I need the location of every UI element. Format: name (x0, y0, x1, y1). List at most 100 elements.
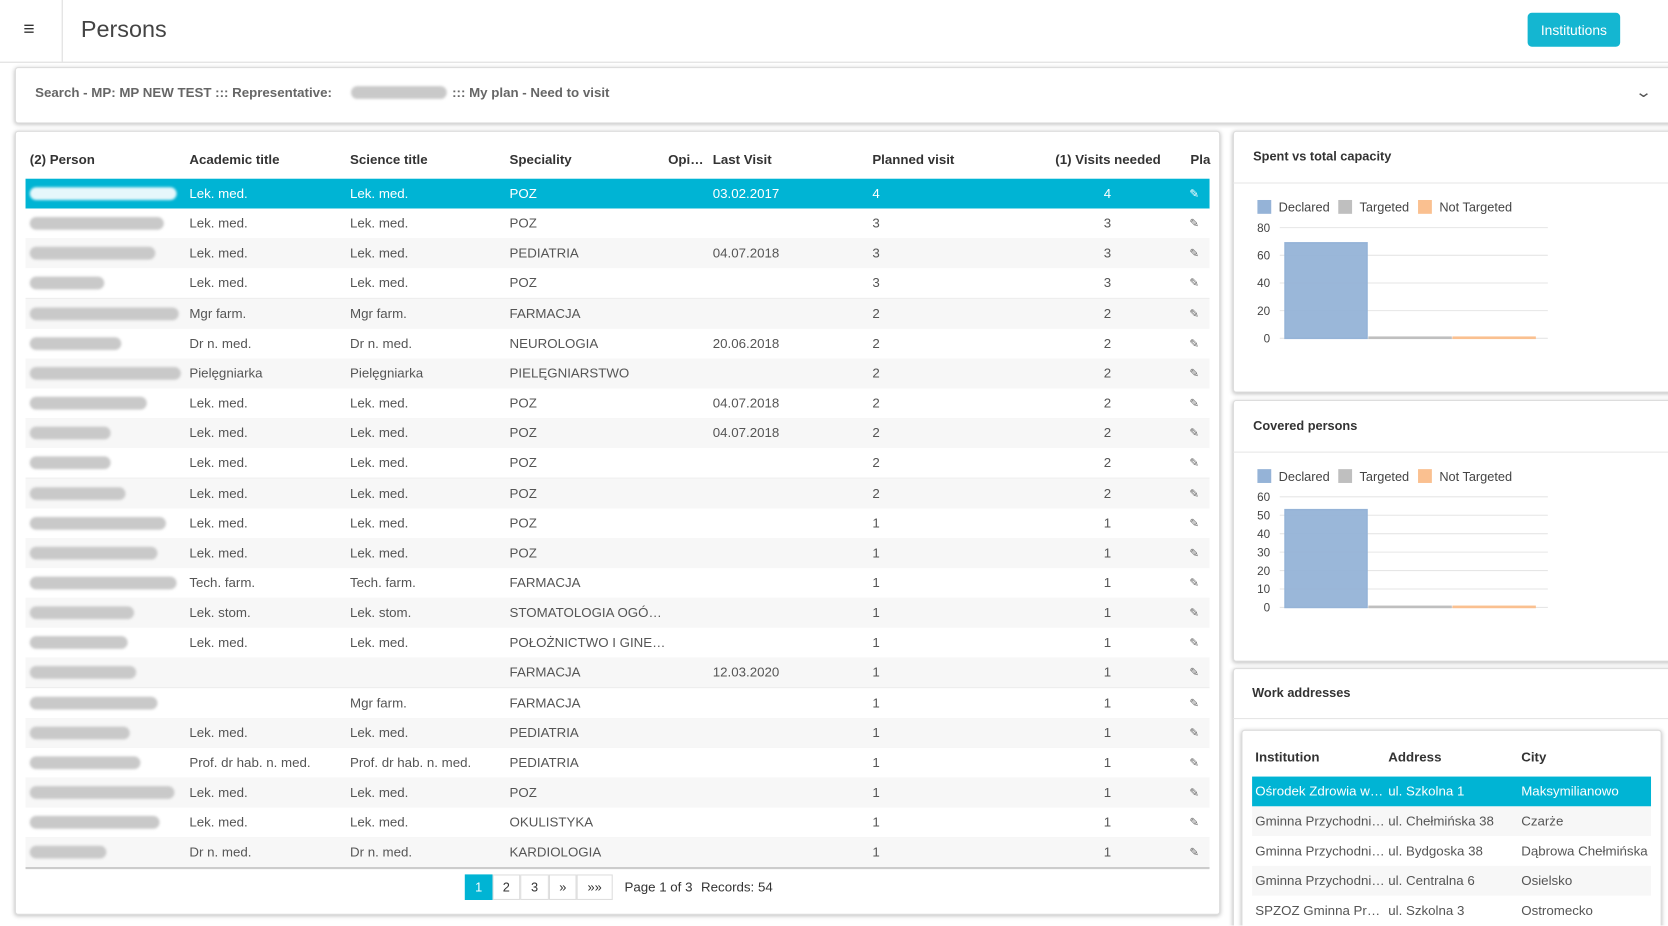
column-header[interactable]: Address (1388, 749, 1442, 765)
bar (1452, 336, 1536, 340)
edit-icon[interactable]: ✎ (1189, 547, 1200, 560)
column-header[interactable]: Pla (1190, 152, 1211, 168)
edit-icon[interactable]: ✎ (1189, 606, 1200, 620)
table-cell: Lek. med. (189, 216, 248, 231)
table-cell: Dr n. med. (189, 844, 252, 860)
table-cell: 4 (872, 186, 880, 202)
page-button[interactable]: 1 (464, 874, 493, 900)
table-row[interactable] (25, 657, 1210, 689)
table-row[interactable] (25, 687, 1210, 719)
edit-icon[interactable]: ✎ (1189, 577, 1200, 590)
chevron[interactable]: ⌄ (1634, 82, 1653, 100)
edit-icon[interactable]: ✎ (1189, 487, 1200, 500)
table-row[interactable] (1252, 806, 1652, 837)
table-cell: 1 (1103, 575, 1112, 591)
y-tick-label: 20 (1257, 305, 1270, 318)
search-panel[interactable] (14, 67, 1668, 124)
table-row[interactable] (25, 568, 1210, 599)
column-header[interactable]: Planned visit (872, 152, 955, 168)
column-header[interactable]: Science title (349, 152, 428, 168)
edit-icon[interactable]: ✎ (1189, 397, 1200, 411)
table-cell: Lek. med. (189, 815, 248, 830)
table-cell: ul. Centralna 6 (1388, 873, 1475, 889)
table-cell: Mgr farm. (189, 305, 247, 321)
edit-icon[interactable]: ✎ (1189, 307, 1200, 321)
column-header[interactable]: Institution (1255, 749, 1320, 765)
table-cell: 3 (872, 216, 880, 231)
edit-icon[interactable]: ✎ (1189, 696, 1200, 710)
y-tick-label: 0 (1264, 333, 1271, 346)
redacted-name (29, 636, 128, 650)
page-button[interactable]: 3 (520, 874, 549, 900)
edit-icon[interactable]: ✎ (1189, 756, 1200, 770)
bar (1368, 336, 1452, 340)
table-cell: 1 (872, 785, 880, 800)
table-cell: 04.07.2018 (712, 425, 780, 441)
table-row[interactable] (25, 238, 1210, 270)
table-cell: Maksymilianowo (1521, 784, 1619, 799)
edit-icon[interactable]: ✎ (1189, 636, 1200, 650)
table-cell: 20.06.2018 (712, 335, 780, 351)
edit-icon[interactable]: ✎ (1189, 427, 1200, 441)
table-cell: Lek. med. (349, 545, 409, 561)
table-cell: NEUROLOGIA (509, 335, 599, 351)
table-row[interactable] (25, 777, 1210, 809)
column-header[interactable]: City (1521, 749, 1547, 765)
table-cell: PEDIATRIA (509, 725, 579, 741)
edit-icon[interactable]: ✎ (1189, 846, 1200, 860)
table-cell: 2 (1103, 485, 1112, 501)
table-row[interactable] (1252, 865, 1652, 896)
page-button[interactable]: »» (576, 874, 613, 900)
edit-icon[interactable]: ✎ (1189, 367, 1200, 381)
y-tick-label: 40 (1257, 277, 1270, 290)
table-cell: 1 (1103, 665, 1112, 681)
edit-icon[interactable]: ✎ (1189, 666, 1200, 680)
table-cell: Lek. med. (189, 485, 248, 501)
page-button[interactable]: 2 (492, 874, 521, 900)
column-header[interactable]: Academic title (189, 152, 280, 168)
edit-icon[interactable]: ✎ (1189, 337, 1200, 351)
edit-icon[interactable]: ✎ (1189, 726, 1200, 740)
chart: Spent vs total capacity 0 20 40 60 80 Declared… (1232, 149, 1668, 346)
edit-icon[interactable]: ✎ (1189, 277, 1200, 291)
table-row[interactable] (25, 717, 1210, 749)
edit-icon[interactable]: ✎ (1189, 816, 1200, 830)
edit-icon[interactable]: ✎ (1189, 217, 1200, 231)
table-row[interactable] (1252, 836, 1652, 866)
column-header[interactable]: Opi… (668, 152, 704, 168)
edit-icon[interactable]: ✎ (1189, 187, 1200, 201)
column-header[interactable]: (1) Visits needed (1055, 152, 1161, 168)
table-cell: ul. Chełmińska 38 (1388, 813, 1494, 829)
edit-icon[interactable]: ✎ (1189, 517, 1200, 530)
edit-icon[interactable]: ✎ (1189, 786, 1200, 800)
legend-swatch (1418, 469, 1432, 483)
table-cell: Lek. med. (189, 425, 248, 441)
table-cell: 2 (872, 305, 880, 321)
page-button[interactable]: » (548, 874, 577, 900)
legend-swatch (1257, 199, 1272, 214)
separator (1232, 718, 1668, 720)
institutions-button[interactable]: Institutions (1527, 12, 1621, 47)
table-cell: PEDIATRIA (509, 755, 579, 771)
table-row[interactable] (1252, 895, 1652, 926)
table-cell: 2 (1103, 335, 1112, 351)
table-cell: 1 (1103, 755, 1112, 771)
column-header[interactable]: Speciality (509, 152, 572, 168)
table-cell: Prof. dr hab. n. med. (349, 755, 472, 771)
edit-icon[interactable]: ✎ (1189, 247, 1200, 261)
column-header[interactable]: Last Visit (712, 152, 772, 168)
edit-icon[interactable]: ✎ (1189, 457, 1200, 471)
y-tick-label: 50 (1257, 509, 1270, 522)
table-row[interactable] (25, 837, 1210, 869)
table-cell: POZ (509, 395, 537, 411)
table-row[interactable] (25, 298, 1210, 330)
table-row[interactable] (1252, 776, 1652, 807)
redacted-name (29, 576, 177, 590)
redacted-name (29, 366, 181, 380)
menu-button[interactable]: ≡ (23, 18, 35, 40)
table-row[interactable] (25, 538, 1210, 569)
column-header[interactable]: (2) Person (29, 152, 95, 168)
table-cell: Mgr farm. (349, 695, 407, 711)
table-cell: Lek. med. (349, 246, 409, 261)
table-cell: 12.03.2020 (712, 665, 780, 681)
